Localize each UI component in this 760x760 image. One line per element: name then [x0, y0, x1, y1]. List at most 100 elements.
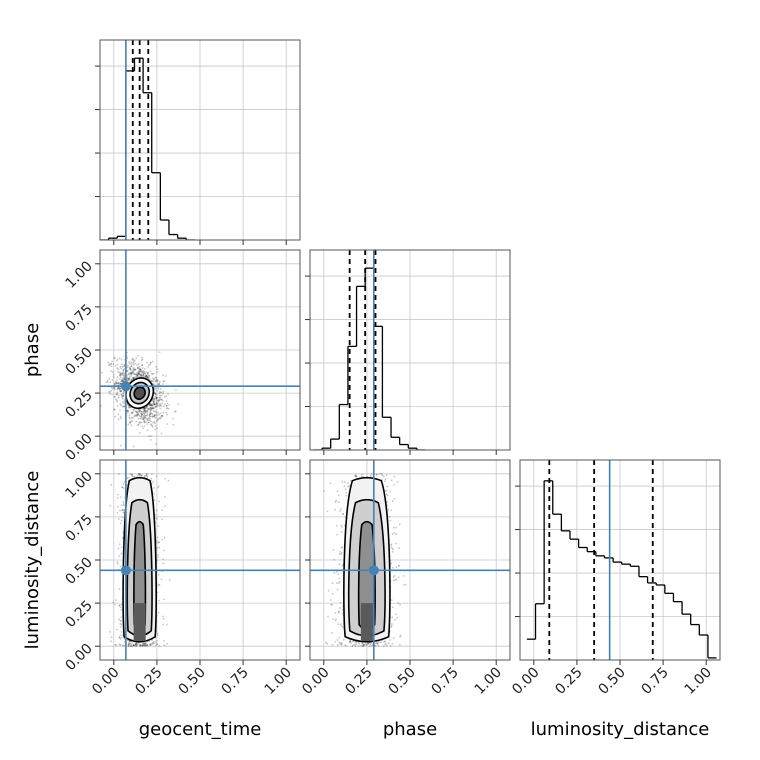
- scatter-geocent-time-phase-sample-448: [118, 371, 121, 374]
- scatter-phase-luminosity-distance-sample-1460: [361, 642, 364, 645]
- scatter-geocent-time-luminosity-distance-sample-479: [142, 642, 145, 645]
- scatter-geocent-time-luminosity-distance-sample-160: [119, 606, 122, 609]
- scatter-geocent-time-phase-sample-157: [149, 406, 152, 409]
- scatter-phase-luminosity-distance-sample-1081: [336, 588, 339, 591]
- scatter-geocent-time-luminosity-distance-sample-363: [162, 615, 164, 618]
- scatter-geocent-time-luminosity-distance-sample-1432: [130, 644, 133, 647]
- scatter-geocent-time-phase-sample-948: [138, 409, 140, 412]
- scatter-geocent-time-phase-sample-1173: [114, 415, 116, 418]
- scatter-geocent-time-phase-sample-1140: [143, 412, 146, 415]
- scatter-phase-luminosity-distance-sample-618: [357, 641, 360, 644]
- scatter-geocent-time-phase-sample-667: [168, 404, 171, 406]
- scatter-geocent-time-luminosity-distance-ytick-label-1: 0.25: [62, 598, 95, 631]
- scatter-geocent-time-phase-sample-788: [150, 361, 152, 364]
- scatter-phase-luminosity-distance-sample-768: [327, 589, 330, 592]
- scatter-geocent-time-phase-sample-963: [149, 423, 152, 426]
- scatter-geocent-time-phase-sample-414: [157, 388, 160, 391]
- scatter-geocent-time-luminosity-distance-sample-398: [143, 475, 146, 478]
- scatter-geocent-time-luminosity-distance-sample-937: [119, 622, 122, 625]
- scatter-geocent-time-phase-sample-879: [120, 372, 123, 375]
- scatter-geocent-time-luminosity-distance-ytick-label-0: 0.00: [62, 641, 95, 674]
- scatter-phase-luminosity-distance-sample-65: [369, 643, 372, 646]
- scatter-geocent-time-phase-sample-214: [116, 391, 119, 394]
- scatter-phase-luminosity-distance-sample-896: [362, 644, 365, 646]
- scatter-phase-luminosity-distance-sample-466: [384, 643, 387, 646]
- scatter-geocent-time-luminosity-distance-sample-477: [134, 644, 137, 647]
- scatter-geocent-time-phase-sample-398: [147, 376, 149, 379]
- scatter-geocent-time-phase-sample-146: [112, 376, 115, 378]
- scatter-geocent-time-phase-sample-531: [141, 413, 143, 416]
- hist-luminosity-distance-xtick-label-3: 0.75: [639, 665, 672, 698]
- scatter-geocent-time-phase-sample-755: [153, 398, 155, 401]
- scatter-geocent-time-phase-sample-568: [154, 424, 157, 427]
- scatter-geocent-time-phase-sample-1143: [148, 419, 151, 422]
- scatter-geocent-time-luminosity-distance-sample-359: [118, 643, 121, 646]
- scatter-geocent-time-luminosity-distance-sample-1360: [155, 639, 158, 642]
- scatter-geocent-time-phase-sample-609: [121, 392, 124, 395]
- scatter-geocent-time-luminosity-distance-sample-1027: [157, 574, 160, 576]
- scatter-phase-luminosity-distance-sample-1350: [367, 642, 370, 645]
- scatter-geocent-time-phase-sample-370: [154, 379, 157, 382]
- scatter-geocent-time-phase-sample-452: [126, 409, 129, 412]
- scatter-phase-luminosity-distance-sample-975: [341, 546, 344, 548]
- scatter-geocent-time-luminosity-distance-sample-469: [129, 642, 131, 645]
- scatter-geocent-time-luminosity-distance-sample-645: [145, 474, 148, 477]
- scatter-geocent-time-luminosity-distance-sample-1193: [156, 547, 159, 550]
- scatter-geocent-time-phase-sample-646: [136, 411, 139, 414]
- scatter-geocent-time-phase-sample-893: [158, 351, 161, 354]
- scatter-phase-luminosity-distance-sample-573: [341, 612, 344, 615]
- scatter-phase-luminosity-distance-sample-1115: [347, 482, 350, 485]
- scatter-phase-luminosity-distance-sample-456: [362, 643, 365, 646]
- scatter-geocent-time-phase-sample-540: [122, 369, 125, 372]
- scatter-geocent-time-phase-sample-423: [153, 383, 156, 386]
- scatter-geocent-time-phase-sample-544: [143, 421, 146, 424]
- scatter-phase-luminosity-distance-sample-425: [378, 640, 380, 643]
- scatter-phase-luminosity-distance-sample-1485: [338, 641, 340, 644]
- scatter-geocent-time-phase-sample-954: [116, 404, 119, 407]
- scatter-geocent-time-phase-sample-1318: [146, 376, 149, 379]
- scatter-geocent-time-phase-sample-345: [119, 374, 122, 377]
- scatter-geocent-time-phase-sample-1196: [142, 427, 144, 430]
- scatter-geocent-time-phase-sample-1299: [133, 415, 136, 418]
- scatter-geocent-time-phase-sample-89: [155, 394, 158, 397]
- scatter-geocent-time-luminosity-distance-sample-827: [161, 538, 164, 541]
- scatter-geocent-time-phase-sample-1133: [134, 373, 137, 376]
- scatter-geocent-time-luminosity-distance-sample-1367: [135, 644, 138, 647]
- scatter-geocent-time-phase-sample-941: [123, 372, 126, 375]
- scatter-geocent-time-luminosity-distance-sample-829: [118, 636, 121, 639]
- scatter-geocent-time-phase-sample-290: [146, 410, 149, 413]
- scatter-geocent-time-phase-sample-316: [144, 409, 147, 412]
- scatter-phase-luminosity-distance-sample-955: [395, 533, 397, 536]
- scatter-geocent-time-luminosity-distance-sample-175: [120, 620, 123, 622]
- scatter-geocent-time-luminosity-distance-sample-338: [131, 473, 134, 476]
- scatter-geocent-time-phase-sample-1252: [149, 403, 152, 406]
- scatter-geocent-time-phase-sample-377: [146, 372, 149, 375]
- scatter-geocent-time-phase-sample-1255: [152, 401, 155, 403]
- scatter-geocent-time-phase-sample-787: [165, 413, 168, 416]
- scatter-geocent-time-phase-sample-298: [164, 403, 166, 405]
- scatter-geocent-time-phase-sample-305: [129, 421, 132, 424]
- scatter-geocent-time-phase-sample-1077: [138, 373, 141, 375]
- scatter-geocent-time-phase-sample-241: [152, 400, 155, 403]
- scatter-geocent-time-phase-sample-1052: [119, 388, 121, 391]
- scatter-geocent-time-phase-sample-333: [113, 387, 116, 390]
- scatter-geocent-time-phase-sample-964: [166, 407, 169, 409]
- scatter-geocent-time-phase-sample-1167: [111, 379, 114, 381]
- hist-luminosity-distance-xtick-label-4: 1.00: [682, 665, 715, 698]
- scatter-phase-luminosity-distance-sample-392: [365, 644, 368, 647]
- scatter-geocent-time-phase-sample-1148: [144, 407, 146, 410]
- scatter-geocent-time-phase-sample-392: [144, 375, 147, 378]
- scatter-phase-luminosity-distance-sample-954: [404, 583, 407, 586]
- scatter-geocent-time-phase-sample-584: [130, 372, 133, 375]
- scatter-geocent-time-phase-sample-900: [161, 402, 163, 405]
- scatter-geocent-time-phase-sample-361: [133, 376, 136, 379]
- scatter-geocent-time-phase-sample-1007: [143, 420, 146, 423]
- scatter-phase-luminosity-distance-sample-489: [391, 616, 394, 619]
- scatter-geocent-time-luminosity-distance-sample-328: [122, 504, 125, 507]
- scatter-geocent-time-phase-sample-313: [148, 414, 151, 417]
- scatter-geocent-time-phase-sample-250: [127, 373, 130, 376]
- scatter-geocent-time-phase-sample-1285: [119, 383, 122, 385]
- scatter-phase-luminosity-distance-sample-1007: [345, 491, 348, 494]
- scatter-geocent-time-phase-sample-505: [138, 373, 141, 376]
- scatter-geocent-time-luminosity-distance-sample-640: [146, 644, 149, 647]
